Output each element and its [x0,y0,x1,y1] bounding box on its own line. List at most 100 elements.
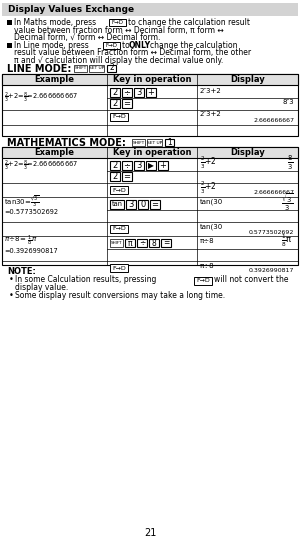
Text: $\frac{\sqrt{3}}{3}$: $\frac{\sqrt{3}}{3}$ [281,191,293,213]
Text: π and √ calculation will display the decimal value only.: π and √ calculation will display the dec… [14,56,223,65]
Text: F→D: F→D [112,19,124,24]
Text: •: • [9,292,14,300]
Text: Example: Example [34,148,74,157]
Text: tan30=$\frac{\sqrt{3}}{3}$: tan30=$\frac{\sqrt{3}}{3}$ [4,194,40,210]
Bar [138,200,148,209]
Bar [126,200,136,209]
Text: =: = [152,200,158,209]
Text: Example: Example [34,75,74,84]
Bar [110,99,120,108]
Text: change the calculation: change the calculation [150,41,238,50]
Bar [110,161,120,170]
Text: result value between Fraction form ↔ Decimal form, the other: result value between Fraction form ↔ Dec… [14,49,251,57]
Bar [110,264,128,272]
Text: +: + [148,88,154,97]
Text: Key in operation: Key in operation [113,75,191,84]
Text: will not convert the: will not convert the [214,275,289,285]
Text: F→D: F→D [106,43,118,48]
Text: $\frac{2}{3}$+2=$\frac{8}{3}$=2.666666667: $\frac{2}{3}$+2=$\frac{8}{3}$=2.66666666… [4,159,78,173]
Text: display value.: display value. [15,284,68,293]
Bar [7,20,12,25]
Bar [110,113,128,121]
Text: $\frac{2}{3}$+2=$\frac{8}{3}$=2.666666667: $\frac{2}{3}$+2=$\frac{8}{3}$=2.66666666… [4,91,78,105]
Text: 2″3+2: 2″3+2 [200,88,222,94]
Text: SHIFT: SHIFT [74,66,87,70]
Text: =0.5773502692: =0.5773502692 [4,209,58,215]
Bar [125,239,135,247]
Bar [110,172,120,181]
Text: $\frac{2}{3}$+2: $\frac{2}{3}$+2 [200,155,217,171]
Text: 3: 3 [136,161,142,170]
Text: ÷: ÷ [139,239,145,247]
Text: SHIFT: SHIFT [132,140,145,145]
Text: LINE MODE:: LINE MODE: [7,64,71,74]
Text: ÷: ÷ [124,88,130,97]
Text: In some Calculation results, pressing: In some Calculation results, pressing [15,275,156,285]
Text: 3: 3 [136,88,142,97]
Text: In Line mode, press: In Line mode, press [14,41,89,50]
Text: 2: 2 [109,64,114,72]
Bar [2,147,298,265]
Text: value between fraction form ↔ Decimal form, π form ↔: value between fraction form ↔ Decimal fo… [14,25,224,35]
Text: 2.666666667: 2.666666667 [253,191,294,195]
Text: 8: 8 [152,239,156,247]
Text: $\frac{1}{8}$π: $\frac{1}{8}$π [281,233,293,249]
Bar [132,139,145,146]
Bar [134,88,144,97]
Text: 2″3+2: 2″3+2 [200,111,222,118]
Text: •: • [9,275,14,285]
Text: tan(30: tan(30 [200,199,223,205]
Bar [107,64,116,71]
Text: NOTE:: NOTE: [7,267,36,275]
Bar [122,161,132,170]
Text: +: + [160,161,167,170]
Text: =0.3926990817: =0.3926990817 [4,248,58,254]
Text: tan: tan [112,201,122,207]
Bar [161,239,171,247]
Bar [165,139,174,146]
Text: π: π [128,239,132,247]
Text: F→D: F→D [112,187,126,192]
Text: $\frac{2}{3}$+2: $\frac{2}{3}$+2 [200,179,217,195]
Bar [2,147,298,158]
Text: 2: 2 [112,88,118,97]
Bar [137,239,147,247]
Bar [150,200,160,209]
Text: tan(30: tan(30 [200,223,223,230]
Text: $\frac{8}{3}$: $\frac{8}{3}$ [287,154,293,172]
Bar [74,64,87,71]
Bar [122,172,132,181]
Text: to: to [122,41,132,50]
Bar [2,3,298,16]
Text: F→D: F→D [112,266,126,271]
Text: 2: 2 [112,172,118,181]
Text: SHIFT: SHIFT [111,241,122,245]
Text: Display: Display [230,148,265,157]
Text: Display: Display [230,75,265,84]
Bar [134,161,144,170]
Text: SET UP: SET UP [147,140,162,145]
Bar [110,225,128,233]
Bar [103,42,120,49]
Text: 0: 0 [140,200,146,209]
Text: 3: 3 [128,200,134,209]
Text: F→D: F→D [112,114,126,119]
Text: to change the calculation result: to change the calculation result [128,18,250,27]
Text: In Maths mode, press: In Maths mode, press [14,18,96,27]
Bar [7,43,12,48]
Text: ONLY: ONLY [129,41,151,50]
Text: Display Values Exchange: Display Values Exchange [8,5,134,14]
Text: π÷8: π÷8 [200,238,214,244]
Bar [146,161,156,170]
Text: =: = [163,239,169,247]
Text: Key in operation: Key in operation [113,148,191,157]
Text: SET UP: SET UP [89,66,104,70]
Text: MATHEMATICS MODE:: MATHEMATICS MODE: [7,138,126,148]
Text: 1: 1 [167,138,172,147]
Text: =: = [124,172,130,181]
Bar [110,239,123,247]
Bar [2,74,298,136]
Text: F→D: F→D [196,278,210,283]
Bar [110,186,128,194]
Text: 2: 2 [112,99,118,108]
